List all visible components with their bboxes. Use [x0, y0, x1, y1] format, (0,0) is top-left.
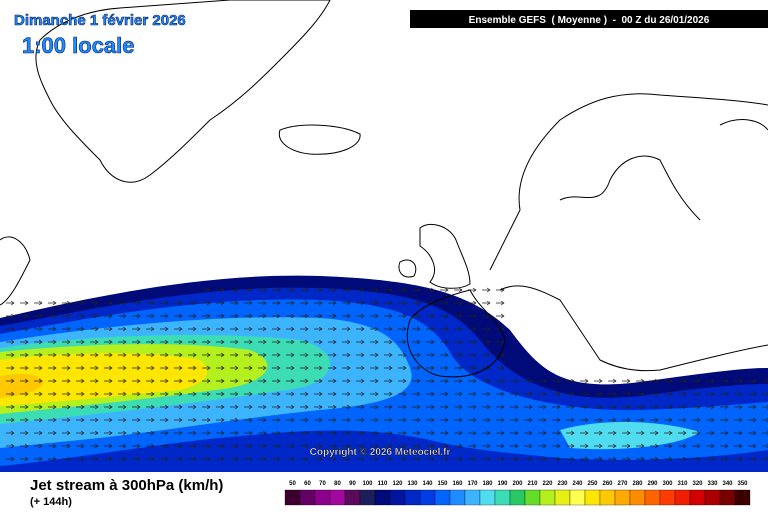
legend-swatch [434, 489, 451, 506]
legend-swatch [674, 489, 691, 506]
legend-label: 220 [542, 481, 553, 487]
run-info: Ensemble GEFS ( Moyenne ) - 00 Z du 26/0… [469, 15, 710, 26]
legend-label: 230 [557, 481, 568, 487]
legend-label: 330 [707, 481, 718, 487]
legend-swatch [419, 489, 436, 506]
legend-swatch [314, 489, 331, 506]
time: 1:00 locale [22, 33, 135, 58]
legend: 50 60 70 80 90 100 110 120 130 140 150 160 170 180 190… [284, 481, 751, 506]
legend-swatch [299, 489, 316, 506]
legend-swatch [554, 489, 571, 506]
coastlines [0, 0, 768, 378]
legend-swatch [404, 489, 421, 506]
legend-label: 50 [289, 481, 296, 487]
legend-label: 340 [722, 481, 733, 487]
legend-swatch [659, 489, 676, 506]
legend-swatch [689, 489, 706, 506]
legend-label: 150 [437, 481, 448, 487]
legend-swatch [449, 489, 466, 506]
legend-swatch [644, 489, 661, 506]
copyright: Copyright © 2026 Meteociel.fr [310, 447, 451, 458]
legend-label: 120 [392, 481, 403, 487]
legend-swatch [344, 489, 361, 506]
legend-swatch [524, 489, 541, 506]
legend-swatch [359, 489, 376, 506]
legend-label: 80 [334, 481, 341, 487]
legend-label: 160 [452, 481, 463, 487]
legend-label: 130 [407, 481, 418, 487]
legend-label: 270 [617, 481, 628, 487]
jet-field [0, 275, 768, 472]
legend-swatch [494, 489, 511, 506]
legend-label: 280 [632, 481, 643, 487]
legend-swatch [629, 489, 646, 506]
legend-label: 210 [527, 481, 538, 487]
legend-swatch [374, 489, 391, 506]
legend-label: 60 [304, 481, 311, 487]
legend-label: 240 [572, 481, 583, 487]
legend-label: 310 [677, 481, 688, 487]
legend-label: 140 [422, 481, 433, 487]
footer-title: Jet stream à 300hPa (km/h) [30, 477, 223, 494]
legend-swatch [704, 489, 721, 506]
wind-arrows [6, 287, 768, 462]
legend-label: 260 [602, 481, 613, 487]
legend-swatch [599, 489, 616, 506]
footer-lead: (+ 144h) [30, 496, 72, 508]
legend-label: 70 [319, 481, 326, 487]
legend-label: 190 [497, 481, 508, 487]
legend-label: 200 [512, 481, 523, 487]
legend-swatch [734, 489, 751, 506]
legend-swatch [479, 489, 496, 506]
legend-label: 170 [467, 481, 478, 487]
arrow-field [6, 287, 768, 462]
legend-swatch [284, 489, 301, 506]
legend-swatch [569, 489, 586, 506]
legend-swatch [614, 489, 631, 506]
legend-label: 110 [378, 481, 388, 487]
legend-swatch [719, 489, 736, 506]
legend-label: 300 [662, 481, 673, 487]
legend-swatch [329, 489, 346, 506]
legend-label: 250 [587, 481, 598, 487]
legend-label: 90 [349, 481, 356, 487]
legend-label: 180 [482, 481, 493, 487]
legend-label: 350 [737, 481, 748, 487]
legend-swatch [509, 489, 526, 506]
legend-label: 290 [647, 481, 658, 487]
legend-swatch [539, 489, 556, 506]
legend-swatch [464, 489, 481, 506]
run-box [410, 10, 768, 28]
legend-swatch [389, 489, 406, 506]
legend-label: 100 [362, 481, 373, 487]
legend-swatch [584, 489, 601, 506]
legend-label: 320 [692, 481, 703, 487]
date: Dimanche 1 février 2026 [14, 12, 186, 29]
